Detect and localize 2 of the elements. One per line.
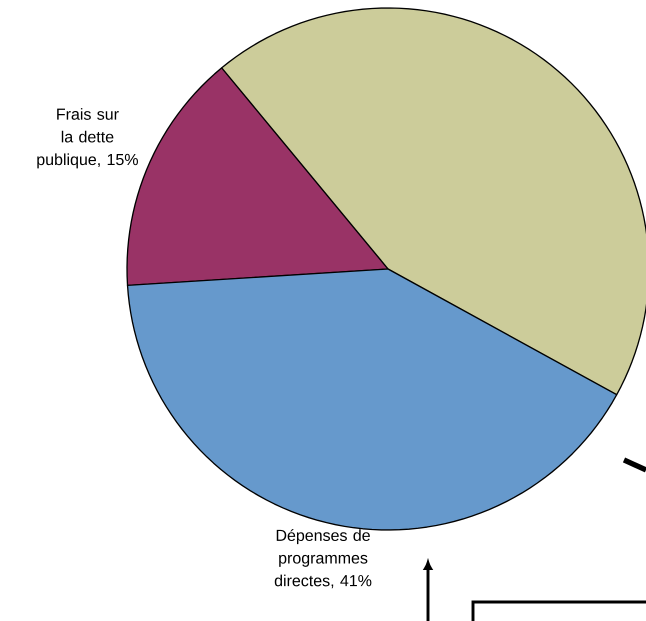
slice-label: Dépenses de programmes directes, 41% <box>274 529 372 588</box>
slice-label: Frais sur la dette publique, 15% <box>37 108 138 168</box>
